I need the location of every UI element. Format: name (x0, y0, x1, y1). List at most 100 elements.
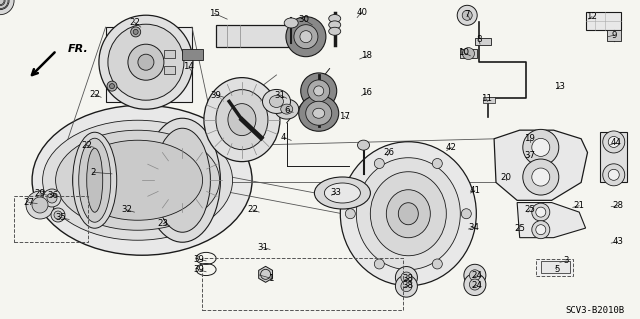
Circle shape (47, 193, 57, 203)
Circle shape (0, 0, 5, 6)
Ellipse shape (43, 120, 232, 240)
Ellipse shape (262, 89, 291, 114)
Ellipse shape (324, 183, 360, 203)
Circle shape (532, 138, 550, 156)
Ellipse shape (299, 95, 339, 131)
Text: 10: 10 (458, 48, 470, 57)
Text: 30: 30 (298, 15, 310, 24)
Ellipse shape (72, 140, 203, 220)
Text: 36: 36 (47, 191, 58, 200)
Text: 34: 34 (468, 223, 479, 232)
Text: 14: 14 (183, 63, 195, 71)
Bar (541, 261, 570, 273)
Circle shape (346, 209, 355, 219)
Circle shape (433, 259, 442, 269)
Ellipse shape (284, 18, 298, 28)
Circle shape (523, 159, 559, 195)
Ellipse shape (356, 158, 460, 270)
Circle shape (469, 270, 481, 281)
Ellipse shape (204, 78, 280, 162)
Text: 3: 3 (564, 256, 569, 265)
Bar (600, 132, 627, 182)
Text: 28: 28 (612, 201, 623, 210)
Polygon shape (22, 44, 63, 85)
Ellipse shape (313, 108, 324, 118)
Text: 39: 39 (193, 265, 204, 274)
Circle shape (532, 168, 550, 186)
Ellipse shape (329, 21, 340, 29)
Bar (202, 258, 403, 310)
Circle shape (433, 159, 442, 168)
Ellipse shape (228, 104, 256, 136)
Circle shape (401, 272, 412, 283)
Ellipse shape (99, 15, 193, 109)
Ellipse shape (387, 190, 430, 238)
Ellipse shape (300, 31, 312, 43)
Text: 41: 41 (469, 186, 481, 195)
Polygon shape (494, 130, 588, 200)
Circle shape (401, 281, 412, 292)
Ellipse shape (32, 105, 252, 255)
Ellipse shape (216, 90, 268, 150)
Text: 7: 7 (465, 10, 470, 19)
Circle shape (32, 197, 48, 213)
Bar (106, 27, 192, 102)
Text: 12: 12 (586, 12, 598, 21)
Circle shape (396, 275, 417, 297)
Ellipse shape (138, 54, 154, 70)
Text: 42: 42 (445, 143, 457, 152)
Text: 35: 35 (55, 213, 67, 222)
Text: 23: 23 (157, 219, 169, 228)
Text: SCV3-B2010B: SCV3-B2010B (565, 306, 624, 315)
Bar (475, 38, 491, 45)
Text: 16: 16 (360, 88, 372, 97)
Text: 37: 37 (524, 151, 536, 160)
Ellipse shape (87, 148, 102, 212)
Circle shape (26, 191, 54, 219)
Circle shape (51, 208, 65, 222)
Ellipse shape (301, 73, 337, 109)
Text: 24: 24 (471, 281, 483, 290)
Circle shape (532, 203, 550, 221)
Ellipse shape (281, 104, 292, 114)
Ellipse shape (275, 99, 299, 119)
Circle shape (131, 27, 141, 37)
Ellipse shape (314, 86, 324, 96)
Ellipse shape (128, 44, 164, 80)
Ellipse shape (73, 132, 116, 228)
Circle shape (374, 259, 384, 269)
Text: 5: 5 (554, 265, 559, 274)
Polygon shape (259, 266, 273, 282)
Circle shape (0, 0, 8, 9)
Bar (164, 50, 175, 58)
Bar (164, 66, 175, 74)
Bar (586, 12, 621, 30)
Text: FR.: FR. (68, 44, 89, 54)
Text: 18: 18 (361, 51, 372, 60)
Text: 27: 27 (23, 198, 35, 207)
Text: 44: 44 (610, 138, 621, 147)
Circle shape (536, 225, 546, 235)
Circle shape (532, 221, 550, 239)
Circle shape (523, 130, 559, 165)
Ellipse shape (371, 172, 446, 256)
Text: 8: 8 (476, 35, 481, 44)
Ellipse shape (308, 80, 330, 102)
Bar (536, 259, 573, 276)
Ellipse shape (269, 95, 284, 108)
Text: 33: 33 (330, 189, 342, 197)
Circle shape (0, 0, 4, 5)
Ellipse shape (56, 130, 220, 230)
Text: 26: 26 (383, 148, 395, 157)
Bar (607, 30, 621, 41)
Text: 20: 20 (500, 173, 511, 182)
Bar (216, 25, 309, 47)
Text: 6: 6 (284, 106, 289, 115)
Text: 32: 32 (121, 205, 132, 214)
Circle shape (464, 274, 486, 295)
Text: 15: 15 (209, 9, 220, 18)
Circle shape (536, 207, 546, 217)
Circle shape (464, 264, 486, 286)
Circle shape (608, 169, 620, 180)
Text: 40: 40 (356, 8, 367, 17)
